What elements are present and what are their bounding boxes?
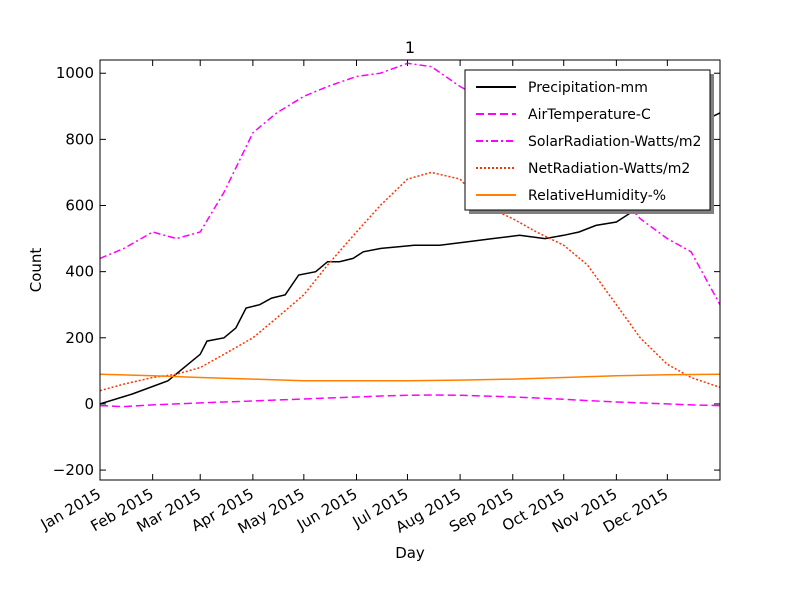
legend-label: RelativeHumidity-%	[528, 188, 666, 204]
x-tick-label: Jun 2015	[293, 485, 360, 534]
series-line-5	[100, 373, 720, 382]
series-line-4	[100, 171, 720, 392]
chart-title: 1	[405, 38, 415, 57]
legend-label: Precipitation-mm	[528, 80, 648, 96]
legend-label: NetRadiation-Watts/m2	[528, 161, 690, 177]
y-axis-ticks: −200 0 200 400 600 800 1000	[53, 64, 720, 479]
series-line-2	[100, 394, 720, 408]
y-tick-label: 400	[65, 263, 94, 281]
y-tick-label: 800	[65, 130, 94, 148]
y-tick-label: 600	[65, 197, 94, 215]
legend-label: SolarRadiation-Watts/m2	[528, 134, 701, 150]
legend-box	[464, 69, 711, 211]
legend: Precipitation-mm AirTemperature-C SolarRad…	[464, 69, 714, 214]
y-axis-label: Count	[27, 248, 45, 293]
plot-frame	[99, 59, 721, 481]
x-axis-label: Day	[395, 544, 425, 562]
y-tick-label: 200	[65, 329, 94, 347]
y-tick-label: 1000	[56, 64, 94, 82]
y-tick-label: 0	[84, 395, 94, 413]
y-tick-label: −200	[53, 461, 94, 479]
legend-label: AirTemperature-C	[528, 107, 651, 123]
